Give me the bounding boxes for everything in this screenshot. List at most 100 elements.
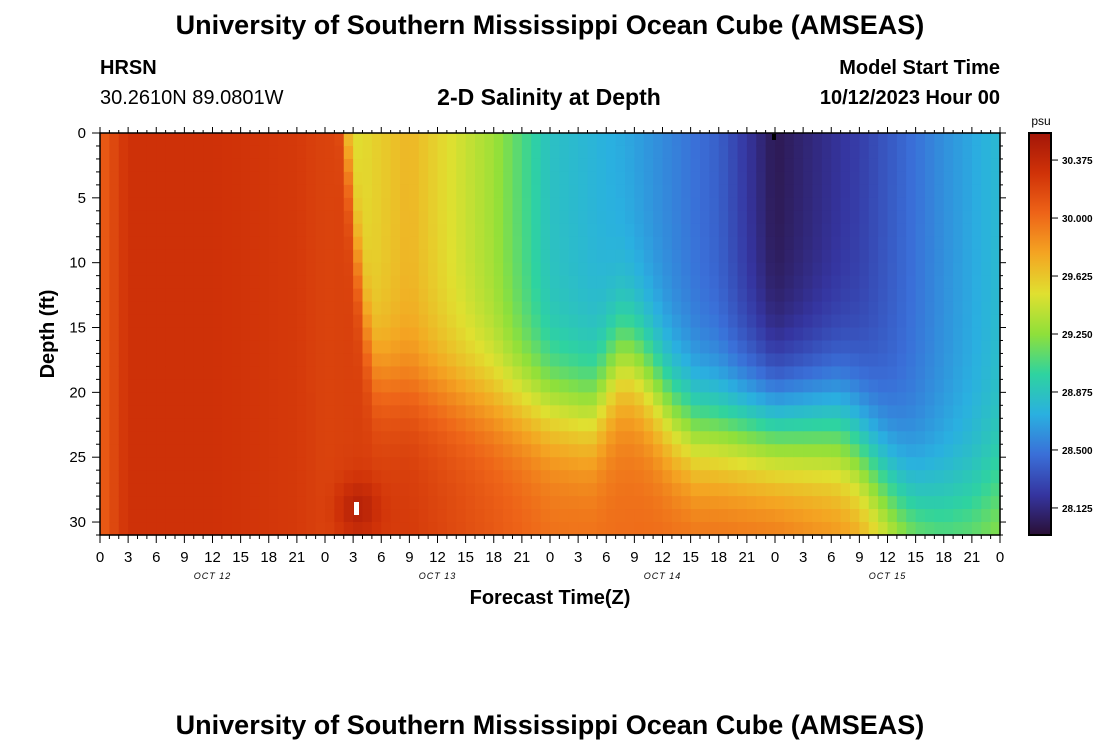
heatmap-cell bbox=[437, 262, 448, 277]
heatmap-cell bbox=[803, 418, 814, 432]
heatmap-cell bbox=[231, 314, 242, 329]
heatmap-cell bbox=[775, 301, 785, 316]
heatmap-cell bbox=[306, 184, 317, 199]
heatmap-cell bbox=[643, 418, 654, 432]
heatmap-cell bbox=[493, 470, 504, 484]
heatmap-cell bbox=[690, 392, 701, 406]
heatmap-cell bbox=[278, 184, 289, 199]
heatmap-cell bbox=[296, 145, 307, 160]
heatmap-cell bbox=[906, 171, 917, 186]
heatmap-cell bbox=[690, 275, 701, 290]
heatmap-cell bbox=[193, 145, 204, 160]
heatmap-cell bbox=[756, 522, 767, 536]
heatmap-cell bbox=[765, 444, 776, 458]
x-tick-label: 6 bbox=[827, 549, 835, 566]
heatmap-cell bbox=[231, 431, 242, 445]
heatmap-cell bbox=[184, 522, 195, 536]
heatmap-cell bbox=[896, 379, 907, 393]
heatmap-cell bbox=[709, 366, 720, 380]
heatmap-cell bbox=[203, 249, 214, 264]
heatmap-cell bbox=[137, 509, 148, 523]
heatmap-cell bbox=[878, 379, 889, 393]
heatmap-cell bbox=[690, 314, 701, 329]
heatmap-cell bbox=[859, 301, 870, 316]
heatmap-cell bbox=[615, 158, 626, 173]
heatmap-cell bbox=[559, 340, 570, 355]
heatmap-cell bbox=[475, 249, 485, 264]
heatmap-cell bbox=[990, 509, 1001, 523]
heatmap-cell bbox=[315, 522, 326, 536]
heatmap-cell bbox=[671, 379, 682, 393]
heatmap-cell bbox=[718, 288, 729, 303]
heatmap-cell bbox=[737, 379, 748, 393]
heatmap-cell bbox=[278, 509, 289, 523]
heatmap-cell bbox=[362, 145, 373, 160]
heatmap-cell bbox=[896, 314, 907, 329]
heatmap-cell bbox=[418, 171, 429, 186]
heatmap-cell bbox=[718, 327, 729, 342]
heatmap-cell bbox=[278, 431, 289, 445]
heatmap-cell bbox=[221, 522, 232, 536]
heatmap-cell bbox=[896, 405, 907, 419]
heatmap-cell bbox=[446, 392, 457, 406]
heatmap-cell bbox=[146, 158, 157, 173]
heatmap-cell bbox=[109, 249, 120, 264]
heatmap-cell bbox=[437, 301, 448, 316]
heatmap-cell bbox=[568, 353, 579, 368]
heatmap-cell bbox=[793, 496, 804, 510]
heatmap-cell bbox=[934, 145, 945, 160]
heatmap-cell bbox=[100, 210, 110, 225]
heatmap-cell bbox=[484, 133, 495, 147]
heatmap-cell bbox=[709, 483, 720, 497]
heatmap-cell bbox=[775, 470, 785, 484]
heatmap-cell bbox=[765, 353, 776, 368]
heatmap-cell bbox=[362, 418, 373, 432]
heatmap-cell bbox=[400, 288, 410, 303]
heatmap-cell bbox=[353, 171, 364, 186]
heatmap-cell bbox=[662, 431, 673, 445]
heatmap-cell bbox=[831, 405, 842, 419]
heatmap-cell bbox=[268, 249, 279, 264]
heatmap-cell bbox=[925, 158, 935, 173]
heatmap-cell bbox=[137, 223, 148, 238]
heatmap-cell bbox=[325, 314, 335, 329]
heatmap-cell bbox=[578, 275, 589, 290]
heatmap-cell bbox=[915, 301, 926, 316]
heatmap-cell bbox=[437, 470, 448, 484]
heatmap-cell bbox=[212, 288, 223, 303]
heatmap-cell bbox=[296, 314, 307, 329]
heatmap-cell bbox=[737, 509, 748, 523]
heatmap-cell bbox=[484, 314, 495, 329]
heatmap-cell bbox=[775, 483, 785, 497]
heatmap-cell bbox=[259, 301, 270, 316]
heatmap-cell bbox=[334, 457, 345, 471]
heatmap-cell bbox=[643, 249, 654, 264]
x-tick-label: 15 bbox=[232, 549, 249, 566]
heatmap-cell bbox=[662, 145, 673, 160]
heatmap-cell bbox=[812, 184, 823, 199]
heatmap-cell bbox=[925, 133, 935, 147]
heatmap-cell bbox=[465, 522, 476, 536]
heatmap-cell bbox=[418, 366, 429, 380]
heatmap-cell bbox=[700, 249, 710, 264]
heatmap-cell bbox=[643, 158, 654, 173]
heatmap-cell bbox=[578, 288, 589, 303]
heatmap-cell bbox=[718, 262, 729, 277]
heatmap-cell bbox=[728, 366, 739, 380]
heatmap-cell bbox=[268, 496, 279, 510]
heatmap-cell bbox=[625, 301, 635, 316]
heatmap-cell bbox=[775, 418, 785, 432]
heatmap-cell bbox=[512, 314, 523, 329]
heatmap-cell bbox=[896, 236, 907, 251]
heatmap-cell bbox=[934, 509, 945, 523]
heatmap-cell bbox=[896, 483, 907, 497]
heatmap-cell bbox=[934, 275, 945, 290]
heatmap-cell bbox=[362, 483, 373, 497]
heatmap-cell bbox=[306, 288, 317, 303]
heatmap-cell bbox=[934, 184, 945, 199]
heatmap-cell bbox=[718, 249, 729, 264]
heatmap-cell bbox=[521, 223, 532, 238]
heatmap-cell bbox=[728, 133, 739, 147]
heatmap-cell bbox=[109, 522, 120, 536]
heatmap-cell bbox=[615, 275, 626, 290]
